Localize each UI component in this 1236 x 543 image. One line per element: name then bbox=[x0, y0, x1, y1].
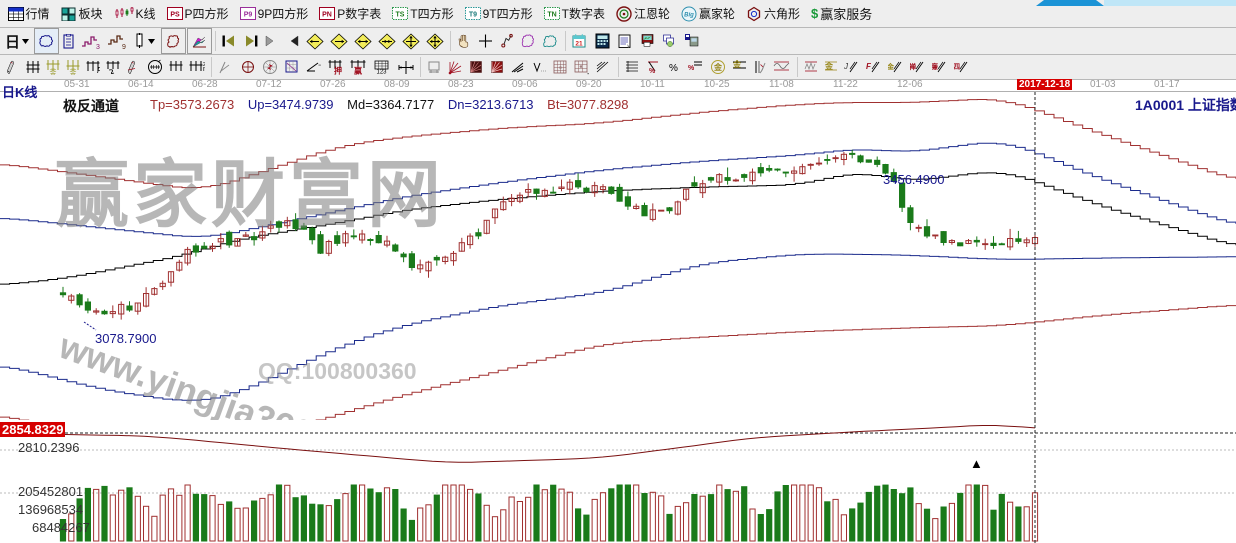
svg-text:PS: PS bbox=[170, 12, 180, 19]
svg-text:F: F bbox=[97, 66, 100, 74]
svg-text:F: F bbox=[866, 62, 872, 71]
svg-text:9: 9 bbox=[122, 44, 126, 49]
svg-text:%: % bbox=[688, 65, 695, 72]
svg-text:Big: Big bbox=[684, 12, 694, 18]
svg-text:押: 押 bbox=[334, 66, 342, 76]
svg-text:21: 21 bbox=[575, 41, 583, 48]
svg-text:廉: 廉 bbox=[932, 62, 938, 71]
svg-text:金: 金 bbox=[713, 62, 723, 72]
svg-text:T9: T9 bbox=[469, 12, 477, 19]
svg-text:%: % bbox=[669, 63, 678, 74]
svg-text:赢: 赢 bbox=[354, 66, 362, 76]
svg-text:PN: PN bbox=[322, 12, 332, 19]
svg-text:四: 四 bbox=[954, 63, 960, 71]
svg-text:%: % bbox=[649, 68, 656, 74]
svg-text:TN: TN bbox=[547, 12, 556, 19]
svg-text:金: 金 bbox=[888, 62, 895, 71]
svg-text:3: 3 bbox=[96, 44, 100, 49]
svg-text:釜: 釜 bbox=[50, 68, 57, 76]
svg-text:2: 2 bbox=[203, 62, 205, 68]
svg-text:金: 金 bbox=[732, 60, 742, 69]
svg-text:": " bbox=[319, 65, 321, 71]
svg-text:123: 123 bbox=[376, 70, 387, 75]
svg-text:TS: TS bbox=[396, 12, 405, 19]
svg-text:J: J bbox=[844, 62, 849, 71]
svg-text:金: 金 bbox=[824, 61, 834, 71]
svg-text:褝: 褝 bbox=[910, 62, 916, 71]
svg-text:P9: P9 bbox=[243, 12, 252, 19]
svg-text:釜: 釜 bbox=[70, 68, 77, 76]
